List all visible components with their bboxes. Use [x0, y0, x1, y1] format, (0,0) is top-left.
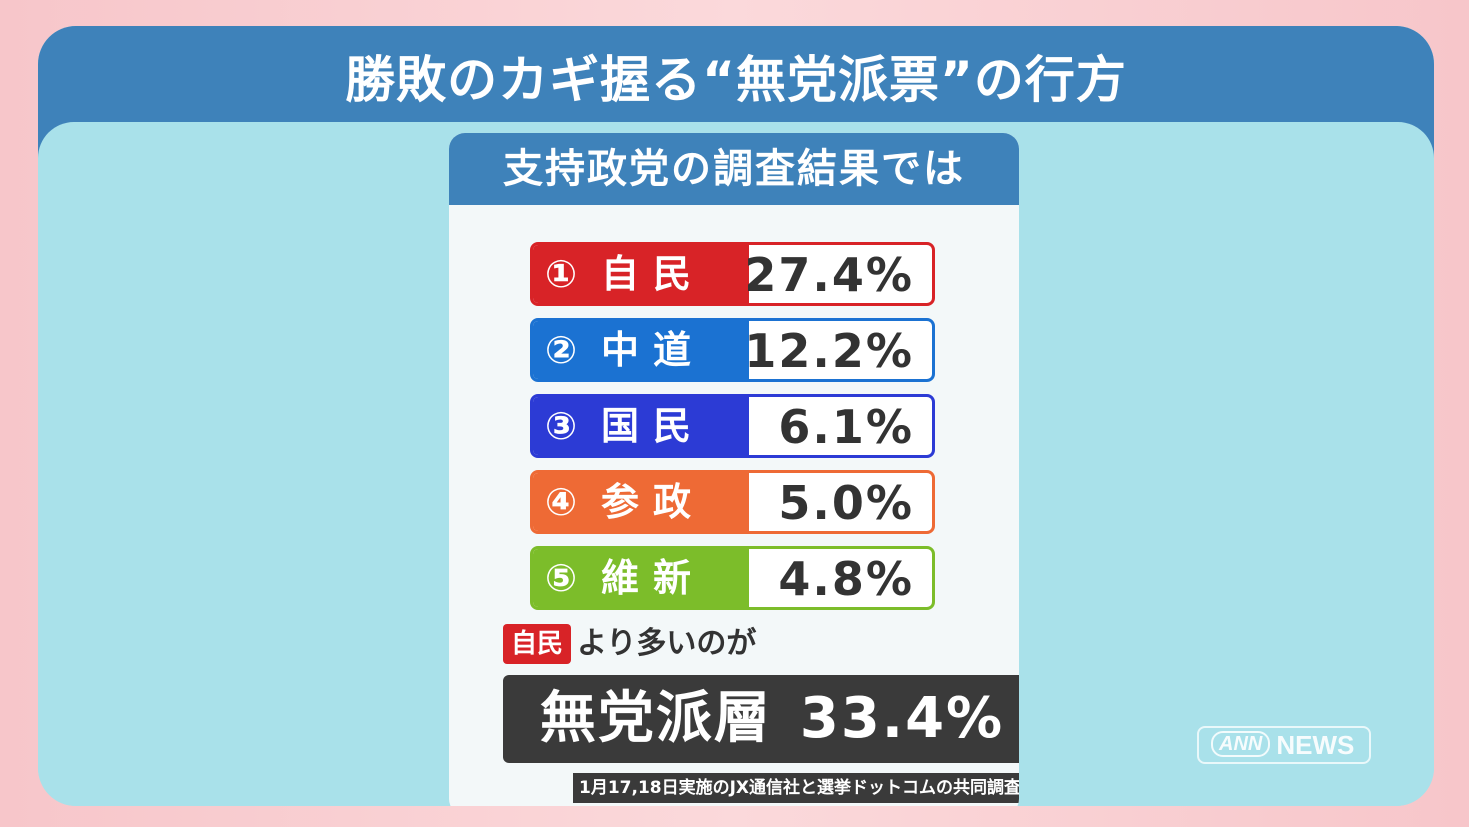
ann-news-logo: ANN NEWS: [1197, 726, 1371, 764]
party-row-5: ⑤ 維新 4.8%: [530, 546, 935, 610]
party-value: 4.8%: [778, 552, 914, 606]
party-name: 維新: [601, 556, 706, 600]
party-name: 参政: [601, 480, 706, 524]
party-value: 27.4%: [744, 248, 914, 302]
card-title: 支持政党の調査結果では: [449, 133, 1019, 205]
party-label: ① 自民: [533, 245, 749, 303]
party-name: 中道: [601, 328, 706, 372]
rank-number: ④: [545, 480, 580, 524]
party-row-4: ④ 参政 5.0%: [530, 470, 935, 534]
party-name: 自民: [601, 252, 706, 296]
party-label: ② 中道: [533, 321, 749, 379]
party-badge: 自民: [503, 624, 572, 664]
party-label: ④ 参政: [533, 473, 749, 531]
survey-card: 支持政党の調査結果では ① 自民 27.4% ② 中道 12.2% ③ 国民 6.1%…: [449, 133, 1019, 806]
party-row-2: ② 中道 12.2%: [530, 318, 935, 382]
party-row-1: ① 自民 27.4%: [530, 242, 935, 306]
independent-voters-highlight: 無党派層 33.4%: [503, 675, 1019, 763]
party-row-3: ③ 国民 6.1%: [530, 394, 935, 458]
rank-number: ⑤: [545, 556, 580, 600]
highlight-value: 33.4%: [799, 686, 1005, 751]
source-caption: 1月17,18日実施のJX通信社と選挙ドットコムの共同調査: [573, 773, 1019, 803]
news-logo-text: NEWS: [1276, 730, 1355, 760]
party-value: 6.1%: [778, 400, 914, 454]
page-title: 勝敗のカギ握る“無党派票”の行方: [345, 51, 1127, 109]
party-label: ③ 国民: [533, 397, 749, 455]
party-label: ⑤ 維新: [533, 549, 749, 607]
party-name: 国民: [601, 404, 706, 448]
note-text: より多いのが: [577, 626, 757, 661]
rank-number: ②: [545, 328, 580, 372]
party-value: 12.2%: [744, 324, 914, 378]
comparison-note: 自民 より多いのが: [503, 624, 756, 664]
rank-number: ③: [545, 404, 580, 448]
ann-logo-mark: ANN: [1211, 731, 1271, 757]
panel-frame: 勝敗のカギ握る“無党派票”の行方 支持政党の調査結果では ① 自民 27.4% ②…: [38, 26, 1434, 806]
rank-number: ①: [545, 252, 580, 296]
highlight-label: 無党派層: [539, 686, 772, 751]
party-value: 5.0%: [778, 476, 914, 530]
